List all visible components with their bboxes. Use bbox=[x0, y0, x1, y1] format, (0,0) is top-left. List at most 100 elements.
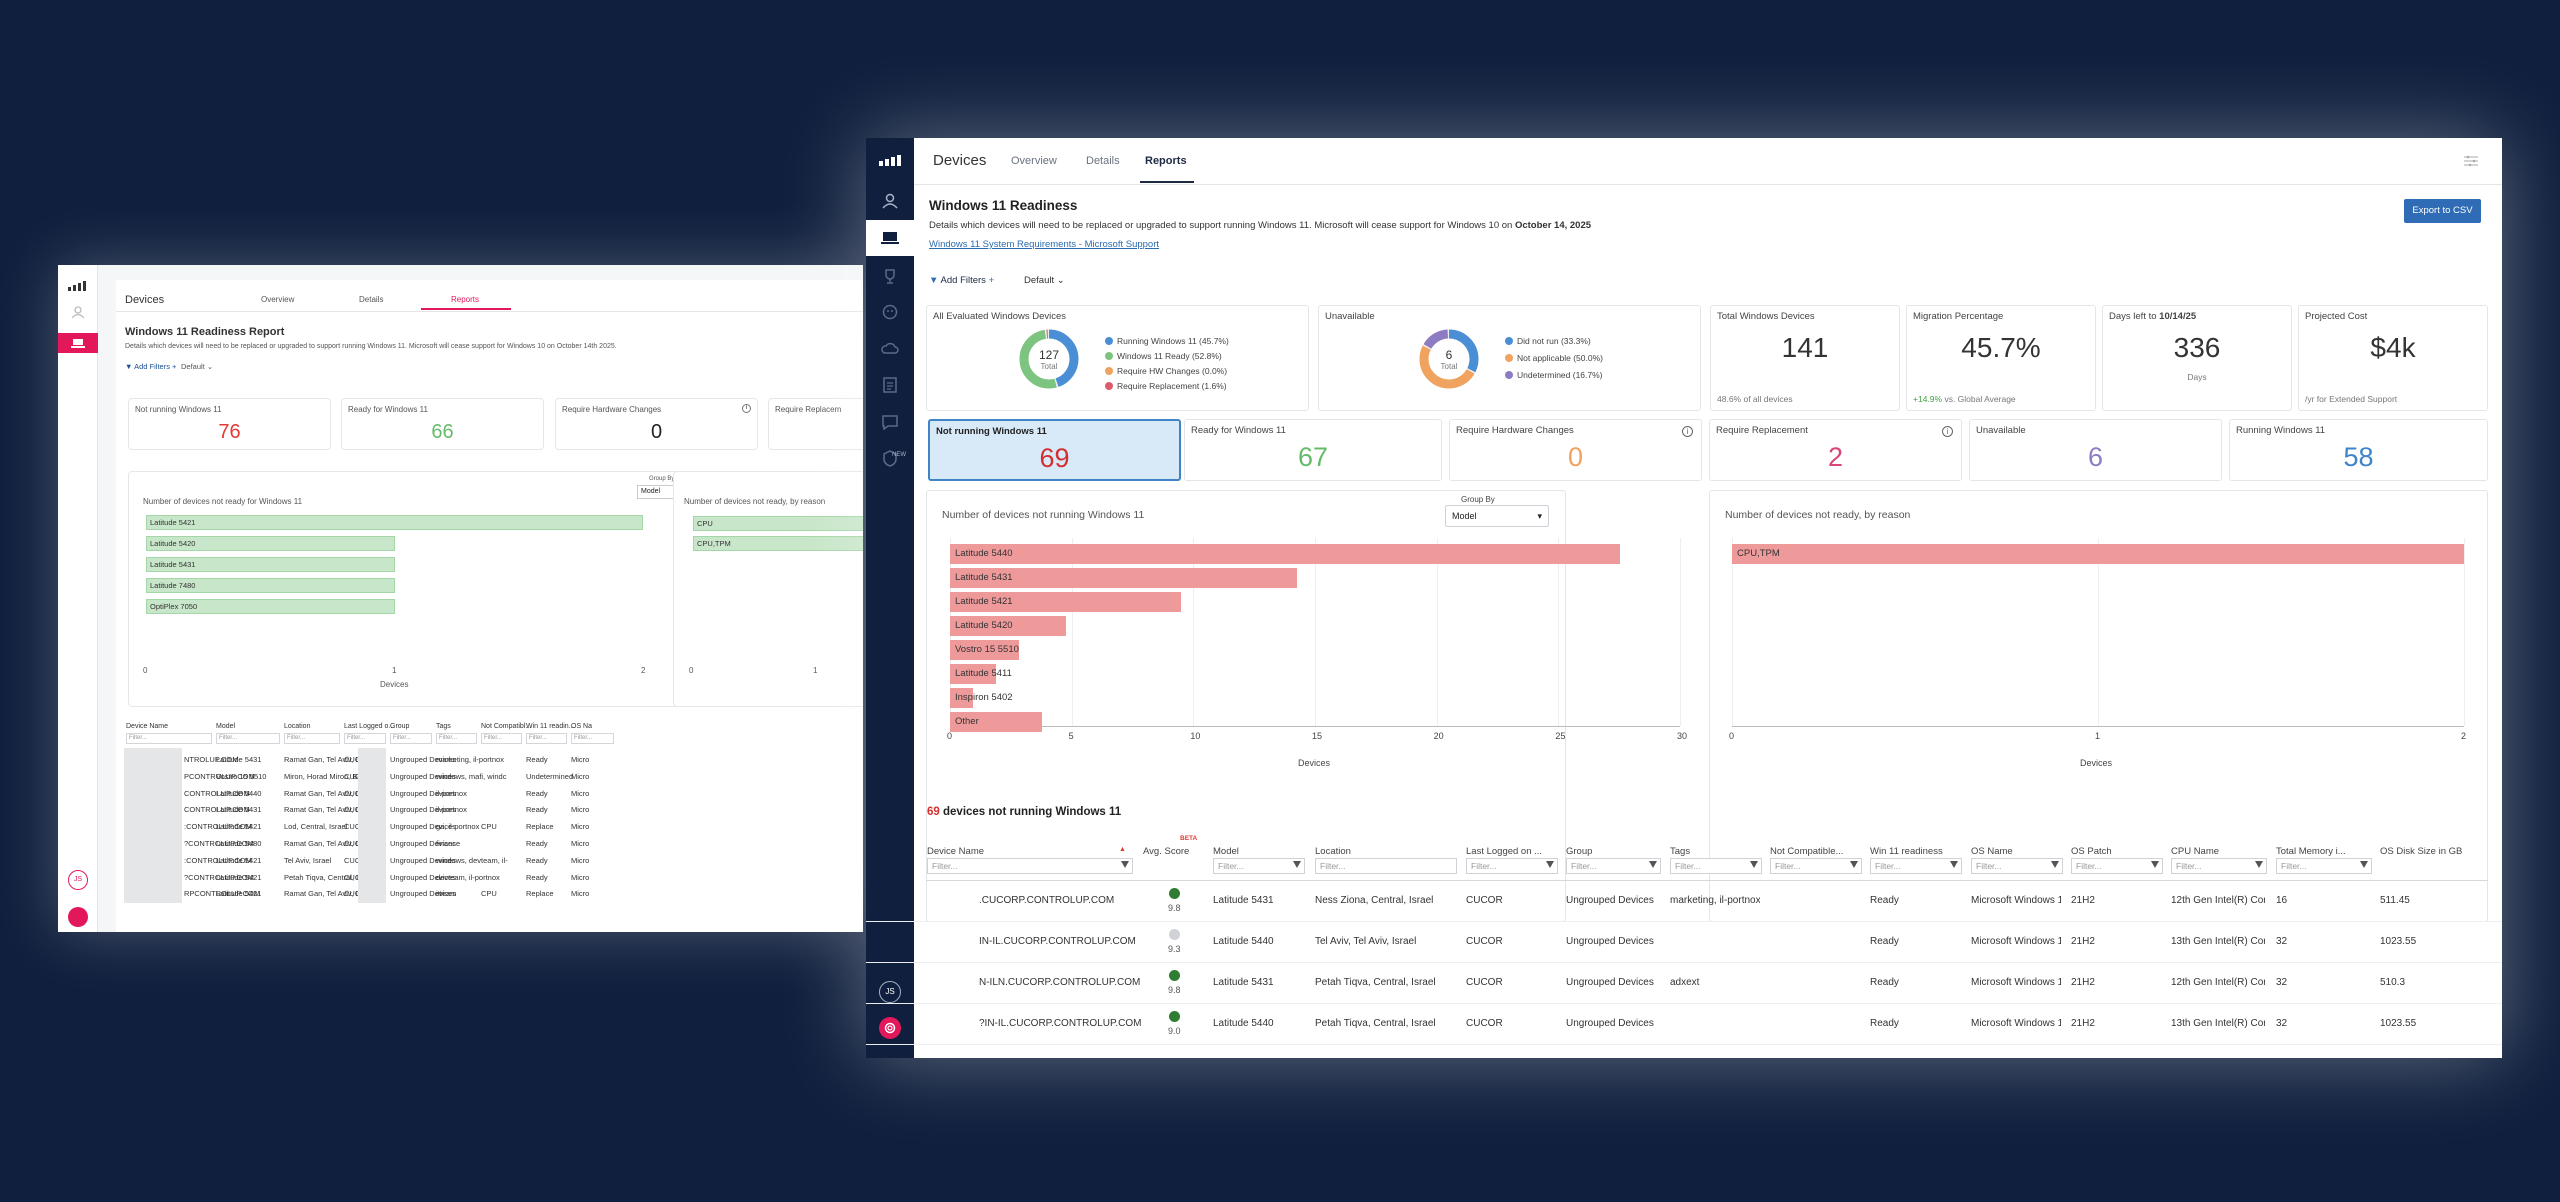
column-header[interactable]: Device Name bbox=[927, 846, 985, 857]
back-col-filter[interactable]: Filter... bbox=[284, 733, 340, 744]
add-filters-button[interactable]: ▼ Add Filters + bbox=[929, 275, 995, 286]
column-header[interactable]: Avg. Score bbox=[1143, 846, 1190, 857]
column-filter-input[interactable]: Filter... bbox=[1971, 858, 2063, 874]
filter-icon[interactable] bbox=[1750, 861, 1758, 868]
column-header[interactable]: Win 11 readiness bbox=[1870, 846, 1943, 857]
face-icon[interactable] bbox=[866, 294, 914, 330]
stat-tile-3[interactable]: Require Replacement 2 i bbox=[1709, 419, 1962, 481]
stat-tile-5[interactable]: Running Windows 11 58 bbox=[2229, 419, 2488, 481]
column-filter-input[interactable]: Filter... bbox=[2071, 858, 2163, 874]
filter-icon[interactable] bbox=[2255, 861, 2263, 868]
filter-icon[interactable] bbox=[1850, 861, 1858, 868]
back-col-header[interactable]: Model bbox=[216, 723, 236, 730]
filter-icon[interactable] bbox=[2051, 861, 2059, 868]
tab-details[interactable]: Details bbox=[1086, 155, 1120, 167]
back-stat-card-0[interactable]: Not running Windows 11 76 bbox=[128, 398, 331, 450]
column-header[interactable]: Last Logged on ... bbox=[1466, 846, 1543, 857]
model-bar[interactable]: Vostro 15 5510 bbox=[950, 640, 1020, 660]
days-left-card[interactable]: Days left to 10/14/25 336 Days bbox=[2102, 305, 2292, 411]
back-stat-card-1[interactable]: Ready for Windows 11 66 bbox=[341, 398, 544, 450]
back-stat-card-2[interactable]: Require Hardware Changes i 0 bbox=[555, 398, 758, 450]
table-row[interactable]: IN-IL.CUCORP.CONTROLUP.COM 9.3 Latitude 54… bbox=[866, 922, 2502, 963]
back-table-row[interactable]: :CONTROLUP.COM Latitude 5421 Lod, Central,… bbox=[58, 818, 818, 835]
back-col-filter[interactable]: Filter... bbox=[436, 733, 477, 744]
back-avatar[interactable]: JS bbox=[68, 870, 88, 890]
filter-icon[interactable] bbox=[1121, 861, 1129, 868]
report-icon[interactable] bbox=[866, 367, 914, 403]
model-bar[interactable]: Inspiron 5402 bbox=[950, 688, 1013, 708]
back-table-row[interactable]: CONTROLUP.COM Latitude 5440 Ramat Gan, Tel… bbox=[58, 785, 818, 802]
column-filter-input[interactable]: Filter... bbox=[1566, 858, 1661, 874]
back-tab-reports[interactable]: Reports bbox=[451, 295, 480, 304]
model-bar[interactable]: Latitude 5421 bbox=[950, 592, 1182, 612]
column-header[interactable]: Model bbox=[1213, 846, 1239, 857]
column-header[interactable]: OS Disk Size in GB bbox=[2380, 846, 2463, 857]
table-row[interactable]: .CUCORP.CONTROLUP.COM 9.8 Latitude 5431 Nes… bbox=[866, 881, 2502, 922]
column-header[interactable]: Tags bbox=[1670, 846, 1691, 857]
export-csv-button[interactable]: Export to CSV bbox=[2404, 199, 2481, 223]
column-filter-input[interactable]: Filter... bbox=[1466, 858, 1558, 874]
filter-icon[interactable] bbox=[1546, 861, 1554, 868]
back-col-header[interactable]: Device Name bbox=[126, 723, 169, 730]
chat-icon[interactable] bbox=[866, 404, 914, 440]
back-add-filters[interactable]: ▼ Add Filters + bbox=[125, 362, 177, 371]
column-filter-input[interactable]: Filter... bbox=[1870, 858, 1962, 874]
back-col-header[interactable]: OS Na bbox=[571, 723, 593, 730]
stat-tile-1[interactable]: Ready for Windows 11 67 bbox=[1184, 419, 1442, 481]
back-col-filter[interactable]: Filter... bbox=[390, 733, 432, 744]
stat-tile-4[interactable]: Unavailable 6 bbox=[1969, 419, 2222, 481]
back-table-row[interactable]: ?CONTROLUP.COM Latitude 5421 Petah Tiqva, … bbox=[58, 869, 818, 886]
model-bar[interactable]: Latitude 5431 bbox=[950, 568, 1297, 588]
table-row[interactable]: N-ILN.CUCORP.CONTROLUP.COM 9.8 Latitude 54… bbox=[866, 963, 2502, 1004]
filter-icon[interactable] bbox=[1950, 861, 1958, 868]
cloud-icon[interactable] bbox=[866, 330, 914, 366]
filter-icon[interactable] bbox=[1649, 861, 1657, 868]
avatar[interactable]: JS bbox=[879, 981, 901, 1003]
support-icon[interactable] bbox=[68, 907, 88, 927]
back-default-select[interactable]: Default ⌄ bbox=[181, 362, 214, 371]
back-col-filter[interactable]: Filter... bbox=[126, 733, 212, 744]
evaluated-devices-card[interactable]: All Evaluated Windows Devices 127 Total … bbox=[926, 305, 1309, 411]
model-bar[interactable]: Latitude 5411 bbox=[950, 664, 1012, 684]
column-filter-input[interactable]: Filter... bbox=[1770, 858, 1862, 874]
back-col-header[interactable]: Tags bbox=[436, 723, 451, 730]
laptop-icon[interactable] bbox=[58, 333, 98, 353]
back-chart-bar[interactable]: Latitude 5431 bbox=[146, 557, 395, 572]
column-filter-input[interactable]: Filter... bbox=[1213, 858, 1305, 874]
back-col-filter[interactable]: Filter... bbox=[344, 733, 386, 744]
column-filter-input[interactable]: Filter... bbox=[927, 858, 1133, 874]
column-header[interactable]: Not Compatible... bbox=[1770, 846, 1844, 857]
requirements-link[interactable]: Windows 11 System Requirements - Microso… bbox=[929, 239, 1160, 250]
back-table-row[interactable]: ?CONTROLUP.COM Latitude 5480 Ramat Gan, Te… bbox=[58, 835, 818, 852]
back-chart-bar[interactable]: OptiPlex 7050 bbox=[146, 599, 395, 614]
user-icon[interactable] bbox=[866, 183, 914, 219]
back-chart-bar[interactable]: Latitude 5420 bbox=[146, 536, 395, 551]
column-header[interactable]: Group bbox=[1566, 846, 1593, 857]
filter-icon[interactable] bbox=[2151, 861, 2159, 868]
column-header[interactable]: Location bbox=[1315, 846, 1351, 857]
back-col-header[interactable]: Last Logged o... bbox=[344, 723, 395, 730]
migration-card[interactable]: Migration Percentage 45.7% +14.9% vs. Gl… bbox=[1906, 305, 2096, 411]
back-col-header[interactable]: Group bbox=[390, 723, 410, 730]
reason-bar[interactable]: CPU,TPM bbox=[1732, 544, 2464, 564]
filter-icon[interactable] bbox=[2360, 861, 2368, 868]
column-filter-input[interactable]: Filter... bbox=[1315, 858, 1457, 874]
back-stat-card-3[interactable]: Require Replacem bbox=[768, 398, 863, 450]
user-icon[interactable] bbox=[71, 305, 85, 319]
back-col-header[interactable]: Win 11 readin... bbox=[526, 723, 575, 730]
column-header[interactable]: OS Patch bbox=[2071, 846, 2112, 857]
column-header[interactable]: Total Memory i... bbox=[2276, 846, 2346, 857]
back-table-row[interactable]: :CONTROLUP.COM Latitude 5421 Tel Aviv, Isr… bbox=[58, 852, 818, 869]
tab-reports[interactable]: Reports bbox=[1145, 155, 1187, 167]
settings-icon[interactable] bbox=[2464, 156, 2478, 166]
column-filter-input[interactable]: Filter... bbox=[1670, 858, 1762, 874]
total-devices-card[interactable]: Total Windows Devices 141 48.6% of all d… bbox=[1710, 305, 1900, 411]
filter-icon[interactable] bbox=[1293, 861, 1301, 868]
info-icon[interactable]: i bbox=[1942, 426, 1953, 437]
column-header[interactable]: CPU Name bbox=[2171, 846, 2220, 857]
back-table-row[interactable]: RPCONTROLUP.COM Latitude 5421 Ramat Gan, T… bbox=[58, 885, 818, 902]
back-table-row[interactable]: NTROLUP.COM Latitude 5431 Ramat Gan, Tel A… bbox=[58, 751, 818, 768]
back-col-header[interactable]: Not Compatibl... bbox=[481, 723, 532, 730]
info-icon[interactable]: i bbox=[1682, 426, 1693, 437]
back-col-filter[interactable]: Filter... bbox=[481, 733, 522, 744]
